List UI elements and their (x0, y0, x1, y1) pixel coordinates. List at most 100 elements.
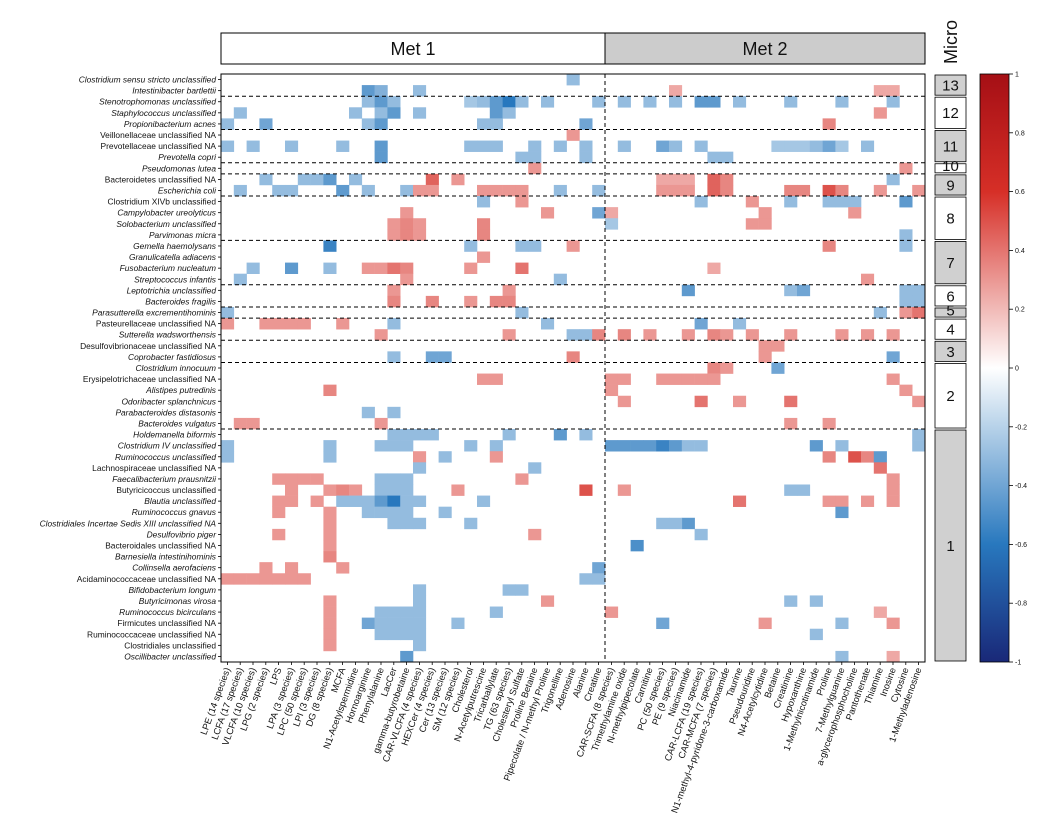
heatmap-cell (720, 184, 734, 197)
heatmap-cell (310, 473, 324, 485)
heatmap-cell (400, 440, 414, 452)
heatmap-cell (579, 429, 593, 441)
heatmap-cell (694, 196, 708, 208)
heatmap-cell (784, 417, 798, 430)
heatmap-cell (502, 284, 516, 297)
heatmap-cell (285, 140, 299, 152)
group-header-label: Met 2 (742, 39, 787, 59)
heatmap-cell (246, 417, 260, 430)
heatmap-cell (400, 506, 414, 519)
micro-cluster-label: 12 (942, 105, 959, 122)
heatmap-cell (515, 151, 529, 164)
micro-cluster-label: 11 (943, 139, 959, 156)
row-label: Bacteroides fragilis (145, 296, 217, 306)
heatmap-cell (822, 417, 836, 430)
row-label: Pasteurellaceae unclassified NA (96, 319, 217, 329)
row-label: Ruminococcus unclassified (115, 452, 216, 462)
heatmap-cell (694, 140, 708, 152)
metabolite-group-headers: Met 1 Met 2 (220, 32, 926, 65)
heatmap-cell (643, 440, 657, 452)
heatmap-cell (566, 329, 580, 341)
micro-title: Micro (941, 20, 961, 64)
heatmap-cell (387, 218, 401, 230)
heatmap-cell (297, 173, 311, 186)
heatmap-cell (425, 184, 439, 197)
row-label: Parabacteroides distasonis (115, 407, 216, 417)
micro-cluster-box (934, 285, 967, 307)
heatmap-cell (797, 140, 811, 152)
heatmap-cell (285, 262, 299, 274)
heatmap-cell (425, 429, 439, 441)
heatmap-cell (374, 484, 388, 496)
heatmap-cell (528, 162, 542, 175)
heatmap-cell (861, 140, 875, 152)
heatmap-cell (323, 517, 337, 530)
heatmap-cell (566, 351, 580, 363)
heatmap-cell (374, 628, 388, 641)
row-label: Leptotrichia unclassified (127, 285, 217, 295)
heatmap-cell (272, 506, 286, 519)
heatmap-cell (387, 429, 401, 441)
heatmap-cell (272, 573, 286, 585)
heatmap-cell (400, 218, 414, 230)
heatmap-cell (400, 628, 414, 641)
row-label: Ruminococcus gnavus (132, 507, 217, 517)
heatmap-cell (285, 484, 299, 496)
heatmap-cell (835, 196, 849, 208)
heatmap-cell (374, 151, 388, 164)
heatmap-cell (489, 118, 503, 130)
heatmap-cell (873, 306, 887, 319)
heatmap-cell (515, 240, 529, 252)
heatmap-cell (592, 329, 606, 341)
heatmap-cell (758, 218, 772, 230)
colorbar-tick-label: 0.4 (1015, 248, 1025, 255)
heatmap-cell (694, 318, 708, 330)
heatmap-cell (758, 207, 772, 219)
heatmap-cell (400, 517, 414, 530)
heatmap-cell (323, 539, 337, 552)
heatmap-cell (438, 451, 452, 463)
heatmap-cell (720, 173, 734, 186)
heatmap-cell (745, 196, 759, 208)
heatmap-cell (464, 262, 478, 274)
heatmap-cell (323, 173, 337, 186)
heatmap-cell (707, 362, 721, 374)
heatmap-cell (259, 173, 273, 186)
heatmap-cell (656, 617, 670, 630)
heatmap-cell (681, 373, 695, 385)
heatmap-cell (784, 484, 798, 496)
heatmap-cell (489, 96, 503, 108)
heatmap-cell (566, 240, 580, 252)
heatmap-cell (758, 617, 772, 630)
heatmap-cell (553, 184, 567, 197)
heatmap-cell (592, 562, 606, 574)
heatmap-cell (886, 173, 900, 186)
heatmap-cell (861, 329, 875, 341)
heatmap-cell (438, 351, 452, 363)
row-label: Alistipes putredinis (145, 385, 217, 395)
heatmap-cell (387, 318, 401, 330)
heatmap-cell (553, 273, 567, 286)
heatmap-cell (669, 140, 683, 152)
micro-cluster-box (934, 174, 967, 196)
heatmap-cell (733, 495, 747, 507)
heatmap-cell (400, 473, 414, 485)
heatmap-cell (899, 306, 913, 319)
heatmap-cell (822, 451, 836, 463)
heatmap-cell (656, 140, 670, 152)
heatmap-cell (221, 318, 235, 330)
micro-axis-title: Micro (941, 20, 961, 64)
heatmap-cell (477, 229, 491, 241)
heatmap-cell (400, 229, 414, 241)
micro-cluster-box (934, 96, 967, 129)
colorbar-tick-label: -0.4 (1015, 483, 1027, 490)
heatmap-cell (579, 140, 593, 152)
heatmap-cell (374, 440, 388, 452)
heatmap-cell (477, 118, 491, 130)
heatmap-frame (218, 73, 926, 665)
micro-cluster-box (934, 340, 967, 362)
heatmap-cell (336, 140, 350, 152)
heatmap-cell (387, 484, 401, 496)
heatmap-cell (477, 218, 491, 230)
